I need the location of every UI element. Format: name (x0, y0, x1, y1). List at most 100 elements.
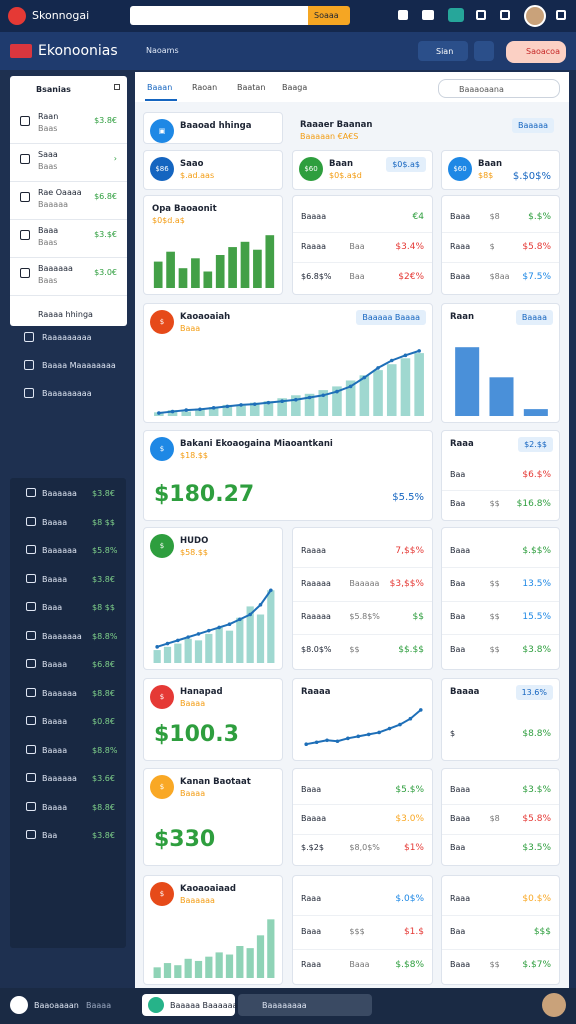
row-label: Baaa (450, 212, 471, 221)
item-label[interactable]: Raan (38, 112, 59, 121)
sidebar: Bsanias Raan Baas $3.8€ Saaa Baas › Rae Oaaaa Ba… (0, 70, 135, 988)
item-label[interactable]: Baaaaaa (42, 688, 77, 698)
point (227, 622, 232, 626)
badge: $ (150, 310, 174, 334)
card-sub: $.ad.aas (180, 171, 215, 180)
item-value: $3.8€ (92, 831, 115, 840)
row-value: $0.$% (522, 893, 551, 904)
row-value: $.$% (528, 212, 551, 222)
avatar[interactable] (542, 993, 566, 1017)
user-avatar[interactable] (10, 996, 28, 1014)
search-button[interactable]: Soaaa (308, 6, 350, 25)
card-button[interactable]: $2.$$ (518, 437, 553, 452)
row-value: $1.$ (403, 927, 424, 937)
row-value: $3.$% (522, 784, 551, 795)
icon[interactable] (448, 8, 464, 22)
row-value: 15.5% (522, 612, 551, 623)
item-label[interactable]: Baaaaaa (42, 774, 77, 783)
item-label[interactable]: Baaaa (42, 574, 68, 584)
item-label[interactable]: Saaa (38, 150, 58, 159)
bar (236, 405, 246, 416)
row-label: Baa (450, 645, 466, 655)
icon[interactable] (422, 10, 434, 20)
row-label: $ (450, 728, 456, 738)
row-value: $3.4% (395, 242, 424, 252)
item-label[interactable]: Baaaaaa (42, 546, 77, 555)
card-button[interactable]: Baaaa (515, 310, 553, 325)
row-label: Raaa (301, 960, 322, 970)
tab[interactable]: Raoan (192, 83, 218, 92)
item-icon (26, 630, 36, 640)
card-button[interactable]: Baaaaa (512, 118, 554, 133)
item-label[interactable]: Baaaaaa (38, 264, 73, 273)
point (325, 738, 329, 743)
main: Baaan Raoan Baatan Baaga Baaaoaana ▣ Baaoad hh… (135, 72, 569, 988)
card-button[interactable]: Baaaaa Baaaa (356, 310, 426, 325)
point (408, 716, 413, 721)
item-icon (26, 545, 36, 554)
search[interactable]: Baaaoaana (438, 79, 560, 98)
row-mid: Baa (349, 242, 365, 251)
link[interactable]: Baaaaaaaaa (42, 389, 92, 398)
item-label[interactable]: Baa (42, 831, 58, 840)
icon[interactable] (398, 10, 408, 20)
tab[interactable]: Baatan (237, 83, 266, 92)
icon[interactable] (476, 10, 486, 20)
row-mid: $$ (489, 578, 500, 588)
item-label[interactable]: Baaaa (42, 802, 68, 812)
row-label: $.$2$ (301, 843, 324, 853)
logo[interactable] (8, 7, 26, 25)
point (211, 406, 216, 410)
item-label[interactable]: Baaa (42, 603, 63, 612)
panel-footer[interactable]: Raaaa hhinga (38, 310, 93, 319)
card-sub: Baaaaaa (180, 896, 215, 905)
dropdown[interactable]: Naoams (146, 46, 179, 55)
link[interactable]: Baaaa Maaaaaaaa (42, 361, 116, 370)
item-label[interactable]: Baaaaaa (42, 489, 77, 498)
bar (205, 633, 213, 663)
tab[interactable]: Baaga (282, 83, 308, 92)
icon[interactable] (556, 10, 566, 20)
card-button[interactable]: $0$.a$ (386, 157, 426, 172)
tab[interactable]: Baaan (147, 83, 173, 92)
chart (304, 708, 423, 746)
icon-button[interactable] (474, 41, 494, 61)
card-value: $5.5% (392, 492, 424, 503)
icon[interactable] (500, 10, 510, 20)
card-button[interactable]: 13.6% (515, 685, 553, 700)
card-title: Kaoaoaiaad (180, 884, 236, 894)
item-label[interactable]: Baaaa (42, 717, 68, 726)
search-input[interactable] (130, 6, 308, 25)
point (362, 375, 367, 380)
item-label[interactable]: Baaa (38, 226, 59, 235)
item-label[interactable]: Baaaa (42, 660, 68, 669)
row-value: €4 (412, 212, 424, 222)
item-label[interactable]: Baaaa (42, 745, 68, 755)
item-label[interactable]: Rae Oaaaa (38, 188, 82, 197)
avatar[interactable] (524, 5, 546, 27)
row-mid: $$ (489, 645, 500, 655)
input2[interactable]: Baaaaaaaa (238, 994, 372, 1016)
badge: $ (150, 775, 174, 799)
lower-panel (10, 478, 126, 948)
header: Ekonoonias Naoams Sian Saoacoa (0, 32, 576, 70)
point (418, 708, 423, 712)
item-icon (26, 773, 36, 782)
input[interactable]: Baaaaa Baaaaaa (142, 994, 237, 1016)
bar (265, 235, 275, 288)
bar (373, 370, 383, 416)
point (335, 739, 340, 744)
point (335, 389, 339, 394)
row-value: $5.$% (395, 784, 424, 795)
item-label[interactable]: Baaaaaaa (42, 631, 82, 641)
button[interactable]: Sian (418, 41, 468, 61)
item-icon (26, 830, 36, 839)
item-value: › (113, 154, 117, 163)
link[interactable]: Raaaaaaaaa (42, 333, 92, 342)
row-value: $.0$% (395, 893, 424, 904)
item-label[interactable]: Baaaa (42, 517, 68, 527)
close[interactable] (114, 84, 120, 90)
item-sub: Baas (38, 124, 58, 133)
divider (293, 262, 432, 263)
button[interactable]: Saoacoa (506, 41, 566, 63)
